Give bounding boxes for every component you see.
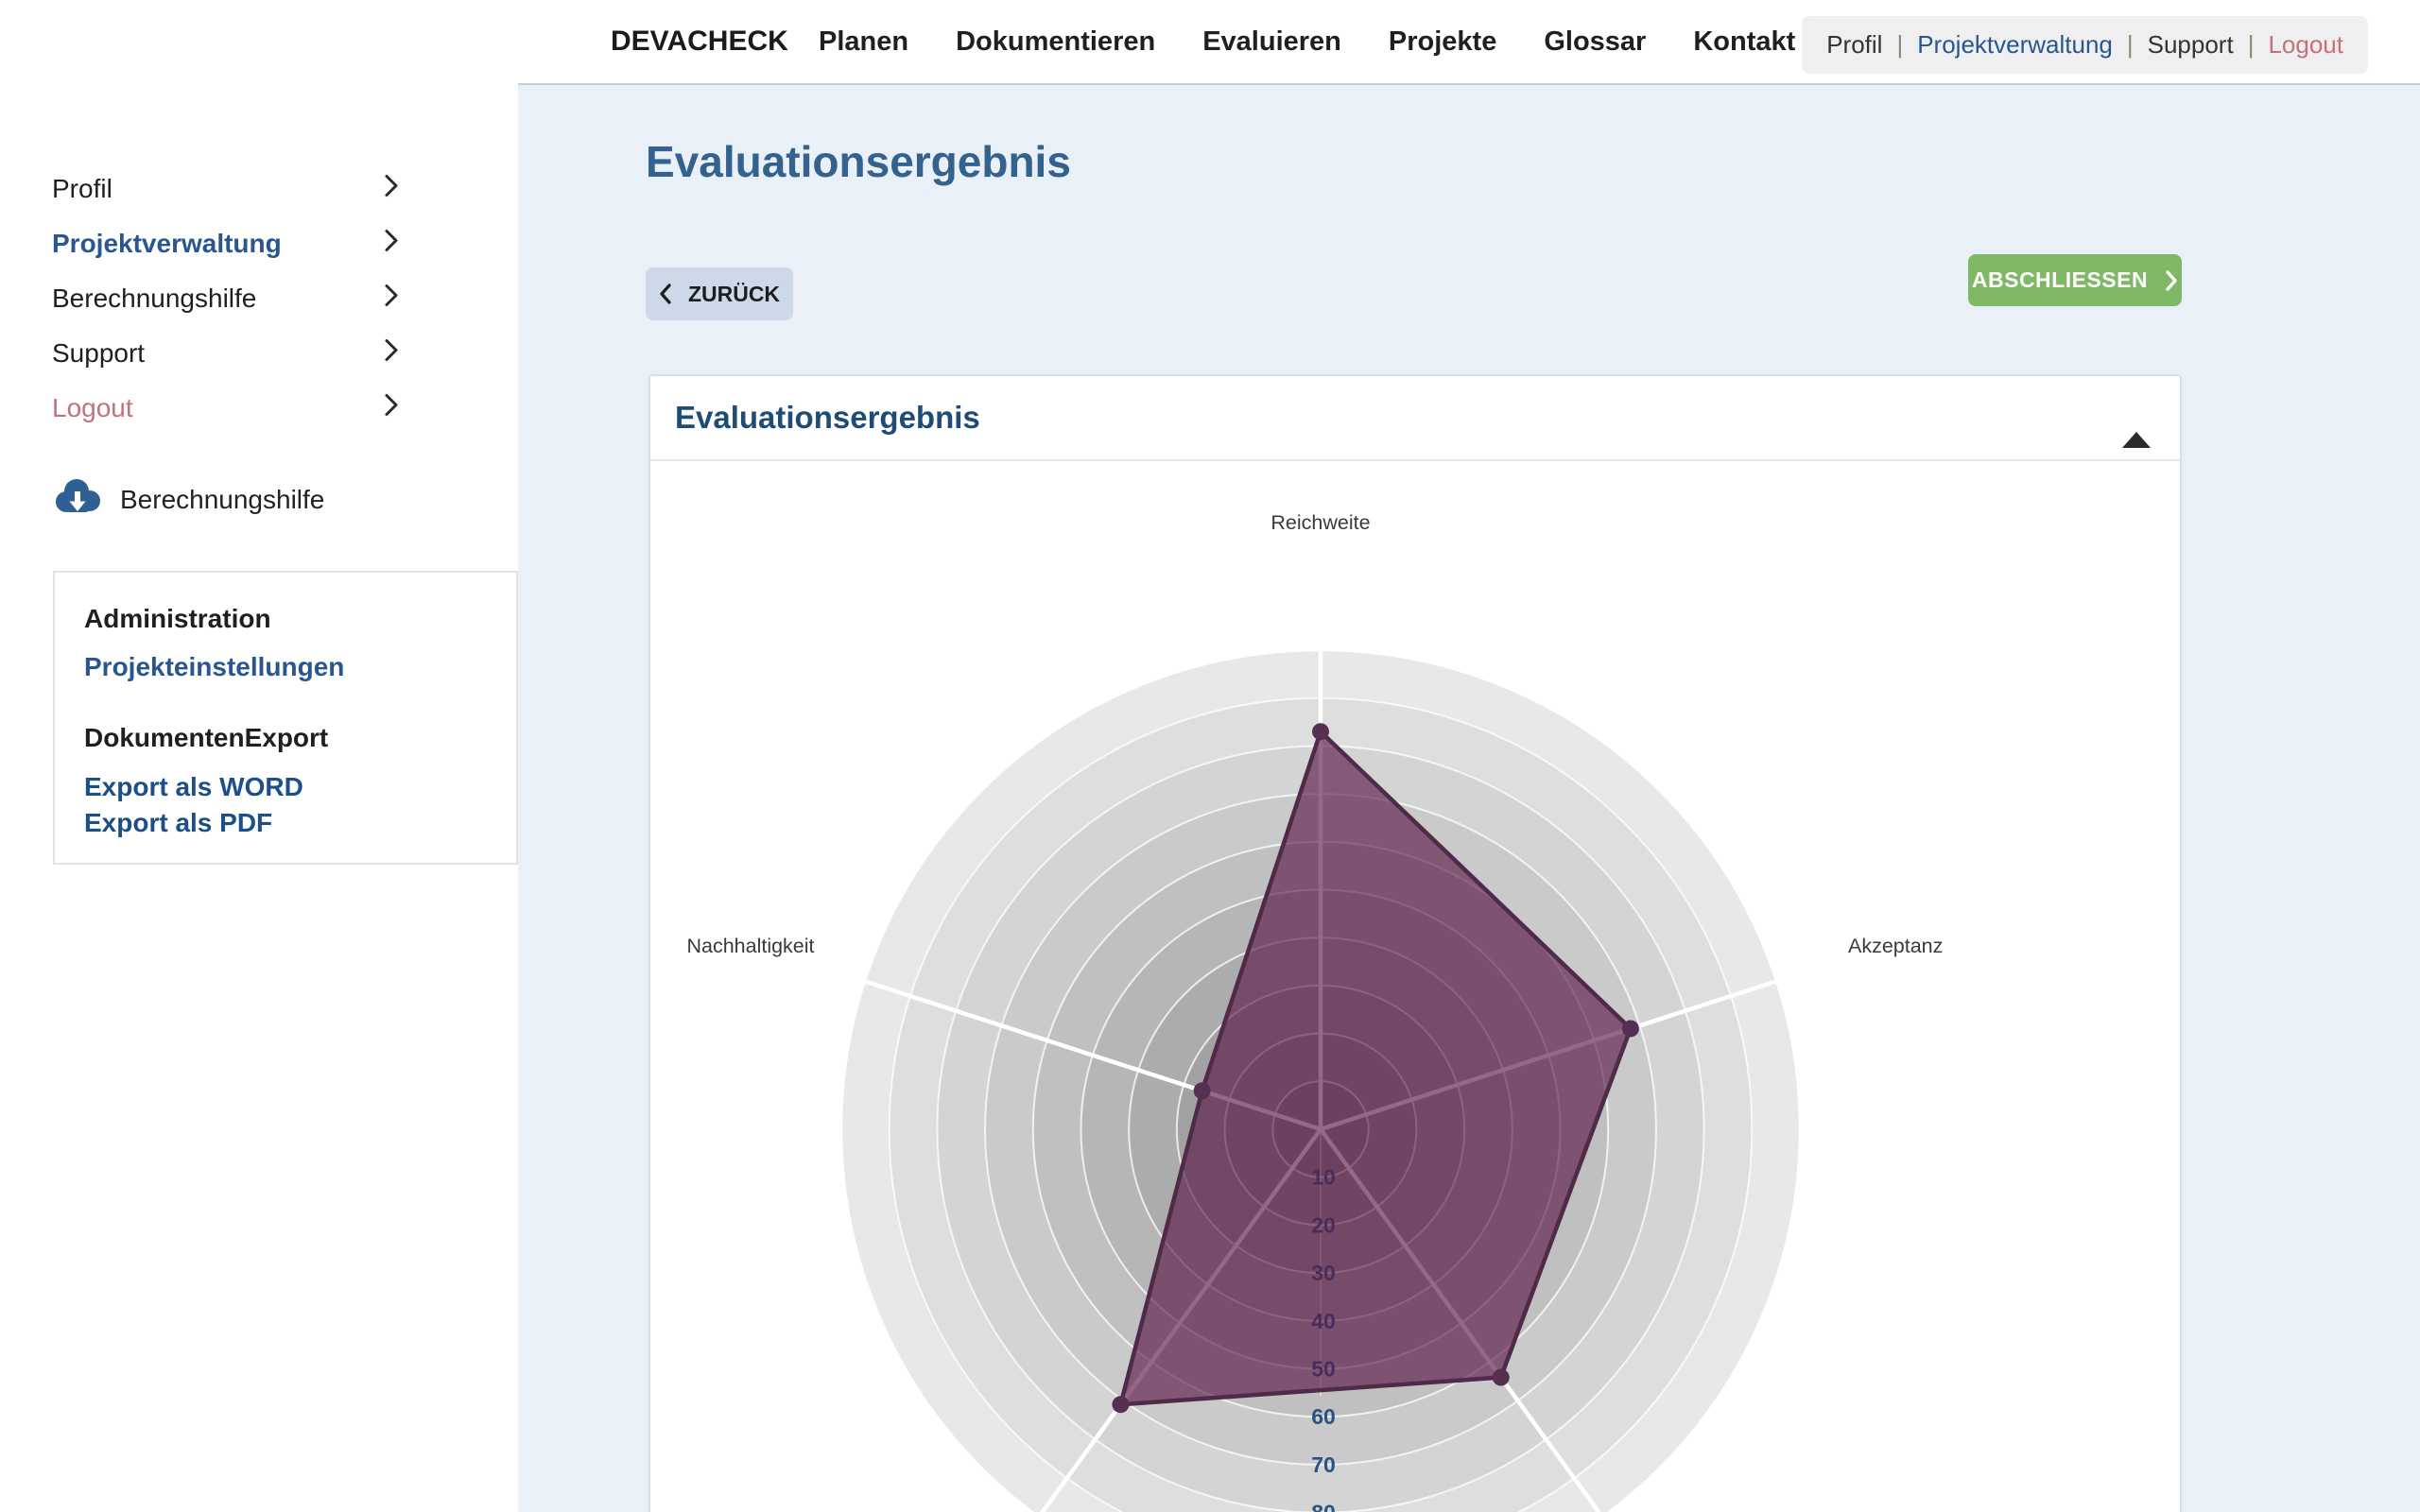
separator: | xyxy=(2247,30,2255,59)
sidebar: Profil Projektverwaltung Berechnungshilf… xyxy=(0,83,518,1512)
svg-text:70: 70 xyxy=(1311,1452,1336,1477)
chevron-right-icon xyxy=(384,393,399,424)
sidebar-item-berechnungshilfe[interactable]: Berechnungshilfe xyxy=(0,271,518,326)
panel-header: Evaluationsergebnis xyxy=(650,376,2180,461)
admin-panel: Administration Projekteinstellungen Doku… xyxy=(53,571,518,865)
nav-item-glossar[interactable]: Glossar xyxy=(1544,26,1647,57)
separator: | xyxy=(2126,30,2134,59)
account-link-support[interactable]: Support xyxy=(2147,30,2234,59)
collapse-triangle-icon xyxy=(2122,417,2151,448)
back-button[interactable]: ZURÜCK xyxy=(646,267,793,320)
svg-text:60: 60 xyxy=(1311,1404,1336,1429)
radar-axis-labels: Reichweite Akzeptanz Nachhaltigkeit xyxy=(686,511,1943,957)
radar-chart: 1020304050607080ReichweiteAkzeptanzNachh… xyxy=(686,511,1943,1512)
collapse-button[interactable] xyxy=(2121,414,2152,448)
cloud-download-icon xyxy=(52,475,103,524)
brand-logo[interactable]: DEVACHECK xyxy=(611,26,788,57)
chevron-left-icon xyxy=(659,283,672,305)
chevron-right-icon xyxy=(2165,269,2178,292)
export-section-title: DokumentenExport xyxy=(84,723,329,752)
svg-text:Nachhaltigkeit: Nachhaltigkeit xyxy=(686,935,814,957)
nav-item-planen[interactable]: Planen xyxy=(819,26,909,57)
account-link-profil[interactable]: Profil xyxy=(1826,30,1883,59)
chevron-right-icon xyxy=(384,229,399,260)
sidebar-item-profil[interactable]: Profil xyxy=(0,162,518,216)
results-panel: Evaluationsergebnis 1020304050607080Reic… xyxy=(648,374,2182,1512)
sidebar-item-logout[interactable]: Logout xyxy=(0,381,518,436)
download-link-label: Berechnungshilfe xyxy=(120,485,325,514)
berechnungshilfe-download-link[interactable]: Berechnungshilfe xyxy=(52,475,324,524)
nav-item-evaluieren[interactable]: Evaluieren xyxy=(1202,26,1341,57)
main-content: Evaluationsergebnis ZURÜCK ABSCHLIESSEN … xyxy=(518,83,2420,1512)
radar-data-points xyxy=(1112,723,1639,1414)
svg-text:Akzeptanz: Akzeptanz xyxy=(1848,935,1943,957)
finish-button[interactable]: ABSCHLIESSEN xyxy=(1968,254,2182,306)
account-link-projektverwaltung[interactable]: Projektverwaltung xyxy=(1917,30,2113,59)
svg-text:80: 80 xyxy=(1311,1501,1336,1512)
top-nav: Planen Dokumentieren Evaluieren Projekte… xyxy=(819,0,1795,83)
svg-text:Reichweite: Reichweite xyxy=(1270,511,1370,534)
sidebar-item-label: Projektverwaltung xyxy=(52,229,282,258)
link-export-pdf[interactable]: Export als PDF xyxy=(84,808,273,837)
nav-item-kontakt[interactable]: Kontakt xyxy=(1693,26,1796,57)
panel-body: 1020304050607080ReichweiteAkzeptanzNachh… xyxy=(650,461,2180,1512)
finish-button-label: ABSCHLIESSEN xyxy=(1971,267,2149,292)
back-button-label: ZURÜCK xyxy=(687,281,781,306)
sidebar-menu: Profil Projektverwaltung Berechnungshilf… xyxy=(0,162,518,436)
chevron-right-icon xyxy=(384,284,399,315)
account-nav: Profil | Projektverwaltung | Support | L… xyxy=(1802,16,2368,74)
account-link-logout[interactable]: Logout xyxy=(2268,30,2343,59)
radar-data-polygon xyxy=(1118,729,1634,1407)
chevron-right-icon xyxy=(384,174,399,205)
top-bar: DEVACHECK Planen Dokumentieren Evaluiere… xyxy=(0,0,2420,83)
nav-item-dokumentieren[interactable]: Dokumentieren xyxy=(956,26,1156,57)
sidebar-item-label: Berechnungshilfe xyxy=(52,284,257,313)
nav-item-projekte[interactable]: Projekte xyxy=(1388,26,1497,57)
link-projekteinstellungen[interactable]: Projekteinstellungen xyxy=(84,652,345,681)
separator: | xyxy=(1896,30,1904,59)
sidebar-item-label: Support xyxy=(52,338,146,368)
admin-section-title: Administration xyxy=(84,604,271,633)
link-export-word[interactable]: Export als WORD xyxy=(84,772,303,801)
sidebar-item-label: Profil xyxy=(52,174,112,203)
sidebar-item-support[interactable]: Support xyxy=(0,326,518,381)
page-title: Evaluationsergebnis xyxy=(646,137,1071,186)
chevron-right-icon xyxy=(384,338,399,369)
sidebar-item-projektverwaltung[interactable]: Projektverwaltung xyxy=(0,216,518,271)
panel-title: Evaluationsergebnis xyxy=(675,400,980,435)
sidebar-item-label: Logout xyxy=(52,393,133,422)
